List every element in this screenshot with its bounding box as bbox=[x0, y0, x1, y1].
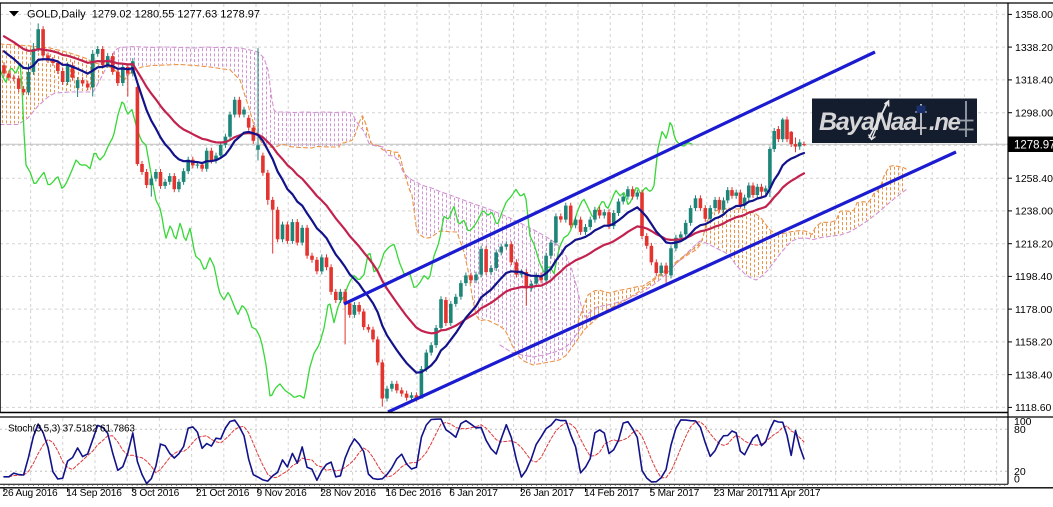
svg-text:80: 80 bbox=[1014, 424, 1026, 436]
svg-text:1338.20: 1338.20 bbox=[1015, 42, 1053, 54]
svg-text:1158.20: 1158.20 bbox=[1015, 337, 1052, 349]
svg-text:11 Apr 2017: 11 Apr 2017 bbox=[768, 488, 821, 499]
svg-text:5 Mar 2017: 5 Mar 2017 bbox=[650, 488, 700, 499]
svg-text:1298.00: 1298.00 bbox=[1015, 108, 1053, 120]
svg-text:20: 20 bbox=[1014, 466, 1026, 478]
svg-text:GOLD,Daily 1279.02 1280.55 12: GOLD,Daily 1279.02 1280.55 1277.63 1278.… bbox=[27, 9, 260, 21]
svg-text:1358.00: 1358.00 bbox=[1015, 9, 1053, 21]
svg-text:16 Dec 2016: 16 Dec 2016 bbox=[386, 488, 442, 499]
svg-text:26 Jan 2017: 26 Jan 2017 bbox=[520, 488, 574, 499]
svg-text:6 Jan 2017: 6 Jan 2017 bbox=[449, 488, 498, 499]
svg-text:1218.20: 1218.20 bbox=[1015, 239, 1053, 251]
svg-text:0: 0 bbox=[1014, 473, 1020, 485]
svg-text:.ne: .ne bbox=[929, 109, 961, 136]
svg-text:1178.00: 1178.00 bbox=[1015, 304, 1052, 316]
svg-text:1198.40: 1198.40 bbox=[1015, 271, 1052, 283]
svg-text:1138.40: 1138.40 bbox=[1015, 369, 1052, 381]
svg-text:9 Nov 2016: 9 Nov 2016 bbox=[257, 488, 308, 499]
svg-text:1238.00: 1238.00 bbox=[1015, 206, 1053, 218]
svg-text:26 Aug 2016: 26 Aug 2016 bbox=[3, 488, 59, 499]
svg-text:100: 100 bbox=[1014, 416, 1032, 428]
svg-text:BayaNaa: BayaNaa bbox=[819, 108, 918, 136]
svg-text:1318.40: 1318.40 bbox=[1015, 75, 1053, 87]
svg-text:Stoch(3,5,3) 37.5182 61.7863: Stoch(3,5,3) 37.5182 61.7863 bbox=[8, 424, 135, 435]
svg-text:14 Sep 2016: 14 Sep 2016 bbox=[66, 488, 122, 499]
svg-text:1258.40: 1258.40 bbox=[1015, 173, 1053, 185]
svg-text:3 Oct 2016: 3 Oct 2016 bbox=[131, 488, 179, 499]
svg-text:14 Feb 2017: 14 Feb 2017 bbox=[584, 488, 640, 499]
svg-text:23 Mar 2017: 23 Mar 2017 bbox=[714, 488, 770, 499]
svg-text:1278.97: 1278.97 bbox=[1014, 140, 1053, 152]
svg-text:1118.60: 1118.60 bbox=[1015, 402, 1052, 414]
svg-text:28 Nov 2016: 28 Nov 2016 bbox=[320, 488, 376, 499]
svg-text:21 Oct 2016: 21 Oct 2016 bbox=[196, 488, 250, 499]
